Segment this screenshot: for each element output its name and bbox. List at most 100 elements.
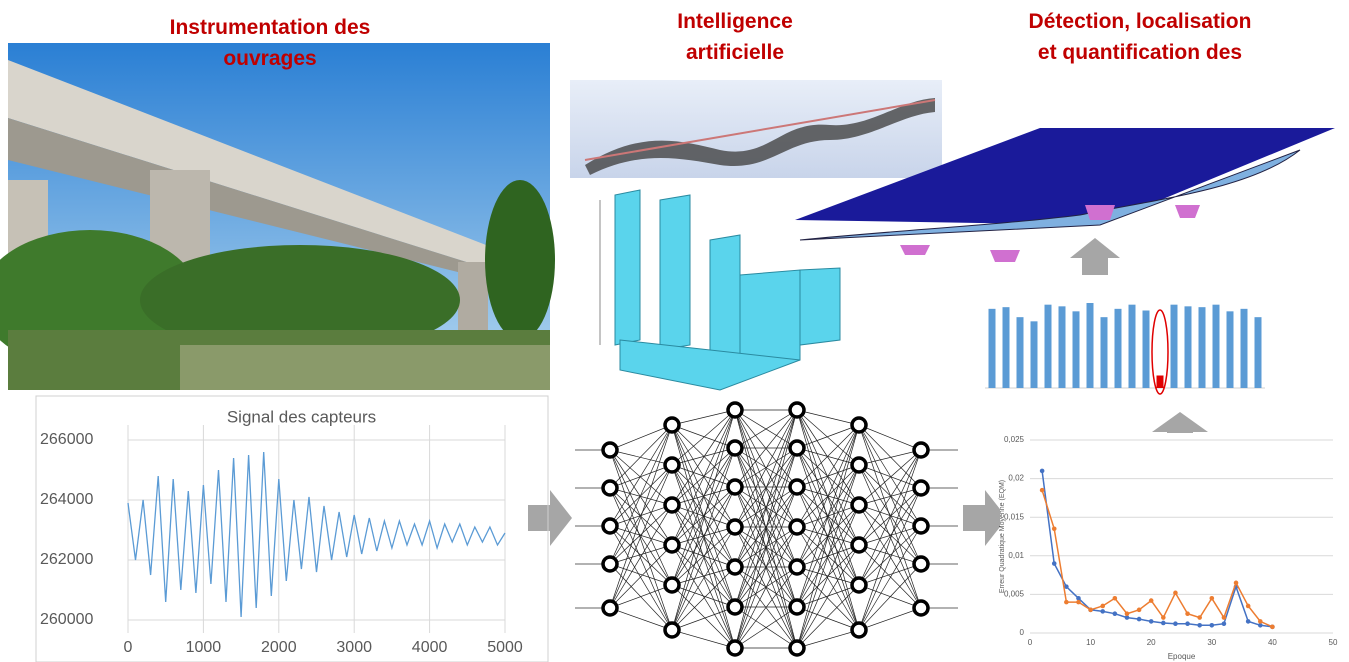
nn-edge	[671, 629, 736, 649]
point	[1270, 624, 1275, 630]
nn-node	[726, 558, 744, 576]
point	[1064, 584, 1069, 589]
bar	[1226, 311, 1234, 388]
nn-edge	[734, 409, 798, 608]
nn-edge	[796, 424, 860, 568]
nn-node	[663, 621, 681, 639]
nn-edge	[858, 607, 922, 631]
point	[1064, 599, 1069, 605]
nn-edge	[734, 447, 798, 608]
bar	[1170, 304, 1178, 388]
point	[1209, 622, 1215, 628]
nn-edge	[734, 447, 798, 488]
point	[1233, 580, 1239, 586]
nn-edge	[671, 584, 736, 608]
nn-edge	[609, 563, 673, 586]
nn-edge	[796, 409, 860, 631]
point	[1136, 616, 1142, 622]
bar-frame	[975, 283, 1270, 393]
nn-node	[788, 518, 806, 536]
nn-node	[663, 536, 681, 554]
point	[1039, 468, 1045, 474]
y-tick-label: 0,005	[1004, 590, 1025, 599]
point	[1161, 620, 1166, 626]
nn-edge	[671, 409, 736, 506]
bar	[1030, 321, 1038, 388]
nn-edge	[609, 449, 673, 506]
bar	[1198, 307, 1206, 388]
x-tick-label: 50	[1329, 638, 1338, 647]
y-tick-label: 0,025	[1004, 435, 1025, 444]
bar	[1058, 306, 1066, 388]
bar	[1100, 317, 1108, 388]
nn-edge	[609, 584, 673, 609]
nn-edge	[858, 504, 922, 527]
chart-title: Signal des capteurs	[227, 407, 376, 426]
nn-edge	[796, 409, 860, 586]
nn-edge	[671, 526, 736, 586]
nn-node	[788, 439, 806, 457]
nn-edge	[734, 409, 798, 649]
nn-edge	[858, 464, 922, 489]
bar	[1086, 303, 1094, 388]
nn-node	[726, 478, 744, 496]
point	[1100, 603, 1106, 609]
point	[1124, 611, 1130, 616]
y-tick-label: 0	[1020, 628, 1025, 637]
nn-edge	[796, 486, 860, 631]
nn-edge	[609, 504, 673, 609]
nn-node	[912, 517, 930, 535]
nn-edge	[609, 525, 673, 631]
error-frame	[1000, 433, 1340, 662]
bar	[1156, 375, 1164, 388]
point	[1112, 595, 1118, 601]
title-middle: Intelligence artificielle	[677, 10, 793, 64]
nn-edge	[671, 584, 736, 649]
title-left: Instrumentation des ouvrages	[170, 16, 371, 70]
nn-edge	[671, 409, 736, 631]
nn-edge	[734, 447, 798, 649]
nn-edge	[671, 409, 736, 586]
x-tick-label: 20	[1147, 638, 1156, 647]
y-tick-label: 264000	[40, 491, 93, 508]
bar	[988, 308, 996, 388]
nn-edge	[609, 449, 673, 466]
x-tick-label: 40	[1268, 638, 1277, 647]
title-right: Détection, localisation et quantification…	[1029, 10, 1252, 64]
nn-edge	[671, 409, 736, 466]
nn-node	[850, 496, 868, 514]
nn-edge	[858, 525, 922, 631]
bar	[1044, 304, 1052, 388]
nn-edge	[609, 525, 673, 546]
point	[1245, 619, 1251, 624]
nn-edge	[734, 526, 798, 649]
nn-edge	[858, 525, 922, 546]
nn-node	[850, 456, 868, 474]
bar	[1184, 306, 1192, 388]
nn-edge	[796, 424, 860, 608]
nn-edge	[734, 409, 798, 568]
nn-edge	[858, 449, 922, 586]
nn-node	[726, 518, 744, 536]
nn-edge	[796, 584, 860, 649]
series-line	[1041, 489, 1273, 628]
nn-edge	[734, 606, 798, 649]
point	[1221, 621, 1227, 627]
bar	[1114, 308, 1122, 388]
point	[1088, 607, 1093, 613]
point	[1076, 595, 1081, 601]
nn-edge	[671, 409, 736, 546]
nn-node	[726, 639, 744, 657]
nn-edge	[609, 424, 673, 527]
x-tick-label: 1000	[186, 639, 222, 656]
x-tick-label: 0	[1028, 638, 1033, 647]
nn-node	[912, 599, 930, 617]
nn-node	[912, 441, 930, 459]
point	[1136, 607, 1142, 613]
nn-node	[912, 479, 930, 497]
nn-edge	[609, 464, 673, 489]
nn-edge	[858, 464, 922, 565]
nn-edge	[734, 409, 798, 449]
nn-edge	[609, 424, 673, 565]
point	[1161, 615, 1166, 620]
